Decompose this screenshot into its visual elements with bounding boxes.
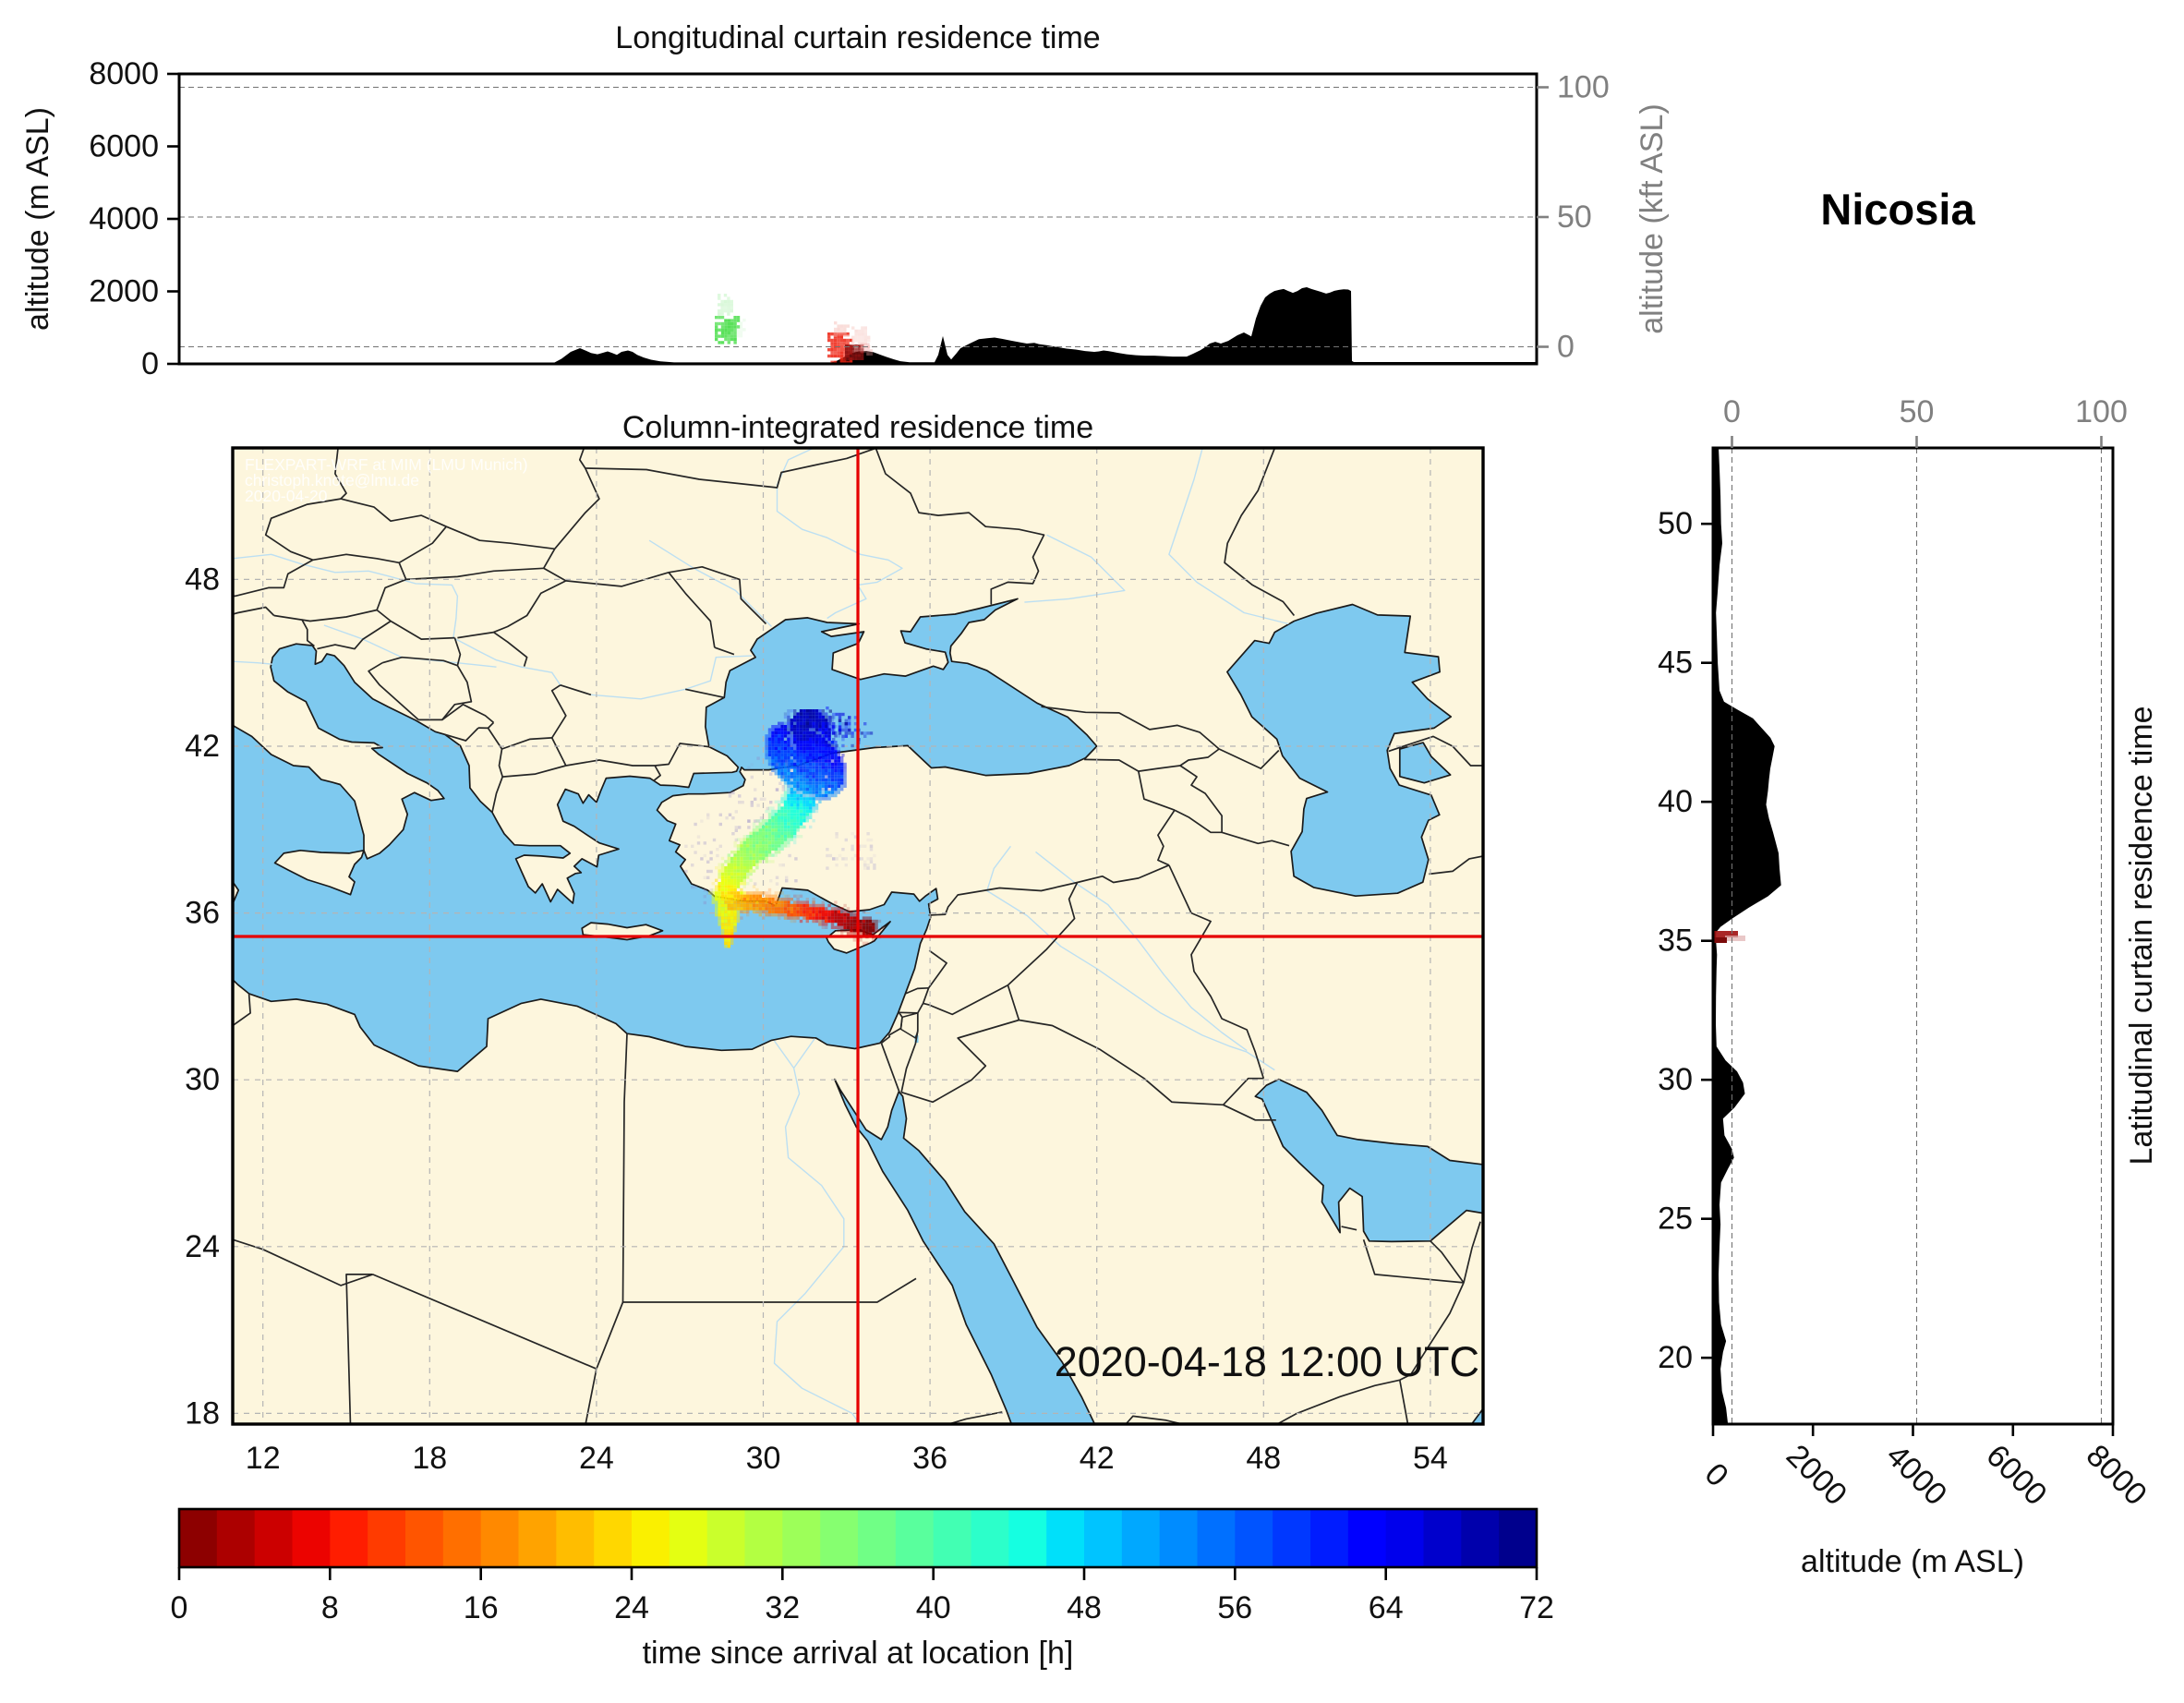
svg-text:christoph.knote@lmu.de: christoph.knote@lmu.de [245,471,419,489]
svg-text:32: 32 [765,1590,800,1625]
svg-text:72: 72 [1519,1590,1554,1625]
svg-text:40: 40 [1658,784,1693,819]
svg-text:altitude (kft ASL): altitude (kft ASL) [1635,103,1670,333]
svg-text:altitude (m ASL): altitude (m ASL) [1801,1544,2024,1579]
svg-text:20: 20 [1658,1340,1693,1375]
svg-text:36: 36 [185,896,220,931]
svg-text:100: 100 [1557,70,1610,105]
svg-text:30: 30 [185,1062,220,1097]
svg-text:100: 100 [2075,394,2128,429]
svg-text:45: 45 [1658,646,1693,681]
svg-text:42: 42 [185,729,220,764]
svg-text:0: 0 [1723,394,1741,429]
svg-text:48: 48 [1246,1441,1281,1476]
svg-text:64: 64 [1369,1590,1404,1625]
svg-text:FLEXPART-WRF at MIM (LMU Munic: FLEXPART-WRF at MIM (LMU Munich) [245,455,528,474]
svg-text:8: 8 [321,1590,339,1625]
svg-text:12: 12 [246,1441,281,1476]
svg-text:40: 40 [916,1590,951,1625]
svg-text:Column-integrated residence ti: Column-integrated residence time [622,410,1093,445]
svg-text:24: 24 [185,1229,220,1264]
svg-text:24: 24 [614,1590,649,1625]
svg-text:50: 50 [1900,394,1935,429]
svg-text:18: 18 [412,1441,447,1476]
svg-text:altitude (m ASL): altitude (m ASL) [20,107,55,331]
svg-text:0: 0 [141,346,159,381]
svg-text:16: 16 [464,1590,499,1625]
svg-text:0: 0 [171,1590,188,1625]
svg-text:time since arrival at location: time since arrival at location [h] [643,1636,1074,1671]
svg-text:30: 30 [1658,1062,1693,1097]
svg-text:35: 35 [1658,924,1693,959]
svg-text:50: 50 [1557,199,1592,235]
svg-text:8000: 8000 [89,56,159,91]
svg-text:56: 56 [1217,1590,1252,1625]
svg-text:50: 50 [1658,506,1693,541]
svg-text:54: 54 [1413,1441,1448,1476]
svg-text:42: 42 [1080,1441,1115,1476]
svg-text:2020-04-20: 2020-04-20 [245,487,328,505]
svg-text:2000: 2000 [89,274,159,309]
svg-text:Longitudinal curtain residence: Longitudinal curtain residence time [615,20,1100,55]
svg-text:25: 25 [1658,1202,1693,1237]
svg-text:4000: 4000 [89,201,159,236]
svg-text:6000: 6000 [89,129,159,164]
svg-text:18: 18 [185,1395,220,1431]
svg-text:48: 48 [185,562,220,597]
svg-text:24: 24 [579,1441,614,1476]
svg-text:Latitudinal curtain residence: Latitudinal curtain residence time [2124,706,2159,1165]
svg-text:Nicosia: Nicosia [1820,185,1975,234]
svg-text:30: 30 [746,1441,781,1476]
svg-text:36: 36 [912,1441,947,1476]
svg-text:48: 48 [1067,1590,1102,1625]
svg-text:0: 0 [1557,330,1575,365]
svg-text:2020-04-18 12:00 UTC: 2020-04-18 12:00 UTC [1055,1338,1479,1385]
